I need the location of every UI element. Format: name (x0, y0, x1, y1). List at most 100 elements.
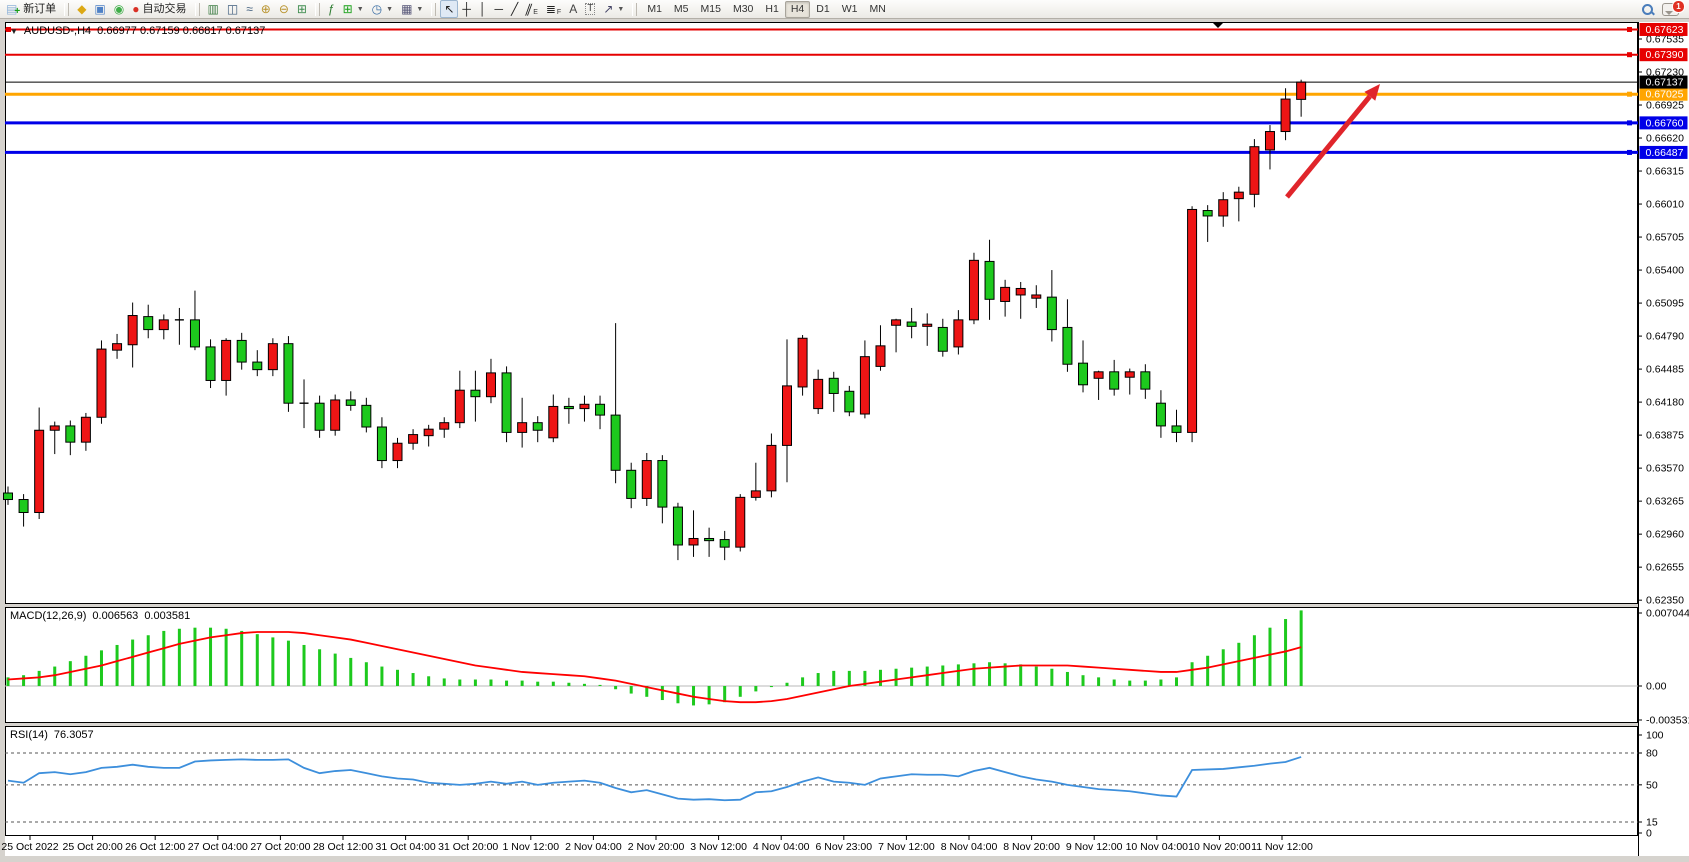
candle-body (1155, 402, 1166, 427)
search-icon[interactable] (1641, 3, 1655, 16)
text-icon[interactable]: A (565, 0, 581, 18)
date-tick-label: 4 Nov 04:00 (753, 841, 810, 853)
macd-histogram-bar (411, 673, 415, 686)
date-tick-label: 6 Nov 23:00 (815, 841, 872, 853)
timeframe-mn[interactable]: MN (869, 3, 886, 15)
line-handle[interactable] (1627, 26, 1632, 32)
macd-histogram-bar (1112, 679, 1116, 686)
macd-histogram-bar (53, 666, 57, 686)
arrows-tool-icon[interactable]: ↗ ▼ (599, 0, 628, 18)
line-handle[interactable] (1627, 52, 1632, 58)
candle-body (672, 506, 683, 546)
price-axis-background[interactable] (1638, 22, 1689, 856)
arrows-tool-icon: ↗ (603, 2, 614, 16)
indicators-icon[interactable]: ƒ (324, 0, 339, 18)
candle-body (1233, 191, 1244, 200)
rsi-tick-label: 80 (1646, 748, 1658, 760)
date-tick-label: 8 Nov 20:00 (1003, 841, 1060, 853)
line-handle[interactable] (6, 26, 11, 32)
macd-histogram-bar (1252, 635, 1256, 686)
timeframe-m1[interactable]: M1 (647, 3, 662, 15)
vertical-line-icon[interactable]: │ (475, 0, 491, 18)
timeframe-m15[interactable]: M15 (700, 3, 721, 15)
chart-shift-marker-icon[interactable] (1213, 23, 1223, 28)
timeframe-m30[interactable]: M30 (732, 3, 754, 15)
hosting-icon[interactable]: ▣ (90, 0, 109, 18)
line-handle[interactable] (1627, 91, 1632, 97)
timeframe-m5[interactable]: M5 (673, 3, 689, 15)
channel-icon[interactable]: ∥ E (522, 0, 542, 18)
timeframe-d1[interactable]: D1 (816, 3, 830, 15)
macd-histogram-bar (660, 686, 664, 701)
candle-body (501, 372, 512, 433)
candle-body (65, 425, 76, 443)
macd-histogram-bar (925, 666, 929, 686)
macd-histogram-bar (738, 686, 742, 697)
line-handle[interactable] (1627, 149, 1632, 155)
zoom-out-icon[interactable]: ⊖ (275, 0, 293, 18)
macd-histogram-bar (131, 639, 135, 686)
period-icon[interactable]: ◷ ▼ (368, 0, 397, 18)
label-icon[interactable]: T (581, 0, 599, 18)
price-tick-label: 0.63570 (1646, 463, 1684, 475)
bars-mode-icon[interactable]: ▥ (204, 0, 223, 18)
new-chart-icon[interactable]: ⊞ ▼ (339, 0, 368, 18)
macd-histogram-bar (956, 664, 960, 686)
candle-body (1031, 294, 1042, 299)
candles-mode-icon: ◫ (226, 2, 239, 16)
candle-body (1062, 326, 1073, 365)
macd-histogram-bar (177, 628, 181, 686)
fibonacci-icon[interactable]: ≣ F (542, 0, 565, 18)
macd-histogram-bar (489, 679, 493, 686)
trend-arrow-head[interactable] (1364, 84, 1380, 101)
timeframe-h1[interactable]: H1 (765, 3, 779, 15)
candle-body (158, 319, 169, 331)
candle-body (18, 499, 29, 514)
new-order-button[interactable]: ▤ + 新订单 (2, 0, 60, 18)
macd-histogram-bar (1143, 680, 1147, 686)
candle-body (1124, 371, 1135, 378)
macd-histogram-bar (988, 662, 992, 686)
rsi-header: RSI(14) 76.3057 (10, 729, 94, 741)
wallet-icon[interactable]: ◆ (73, 0, 90, 18)
rsi-panel[interactable] (5, 726, 1638, 836)
dropdown-caret-icon: ▼ (416, 5, 424, 13)
trend-arrow[interactable] (1285, 94, 1372, 199)
indicators-icon: ƒ (327, 2, 335, 16)
timeframe-h4[interactable]: H4 (784, 0, 811, 18)
symbol-dropdown-icon[interactable]: ▼ (10, 26, 18, 36)
macd-histogram-bar (22, 675, 26, 686)
timeframe-w1[interactable]: W1 (841, 3, 858, 15)
toolbar-grip (64, 2, 70, 16)
dropdown-caret-icon: ▼ (386, 5, 394, 13)
macd-histogram-bar (536, 681, 540, 686)
line-mode-icon: ≈ (246, 2, 253, 16)
signals-icon[interactable]: ◉ (110, 0, 128, 18)
zoom-in-icon[interactable]: ⊕ (257, 0, 275, 18)
tile-windows-icon[interactable]: ⊞ (293, 0, 311, 18)
candle-body (1280, 98, 1291, 133)
trendline-icon[interactable]: ╱ (507, 0, 522, 18)
candle-body (844, 390, 855, 413)
macd-histogram-bar (801, 677, 805, 686)
notifications-icon[interactable]: 1 (1662, 0, 1685, 16)
line-mode-icon[interactable]: ≈ (242, 0, 257, 18)
date-axis-background[interactable] (5, 836, 1689, 856)
crosshair-icon[interactable]: ┼ (458, 0, 475, 18)
cursor-icon[interactable]: ↖ (440, 0, 459, 18)
template-icon[interactable]: ▦ ▼ (397, 0, 427, 18)
candle-body (376, 426, 387, 462)
macd-panel[interactable] (5, 607, 1638, 723)
autotrading-button[interactable]: ● 自动交易 (128, 0, 190, 18)
horizontal-line-icon[interactable]: ─ (490, 0, 507, 18)
macd-histogram-bar (941, 665, 945, 686)
candles-mode-icon[interactable]: ◫ (223, 0, 242, 18)
line-handle[interactable] (1627, 120, 1632, 126)
macd-histogram-bar (427, 676, 431, 686)
main-chart-panel[interactable] (5, 22, 1638, 604)
candle-body (1187, 208, 1198, 433)
price-badge-label: 0.67390 (1646, 49, 1684, 61)
date-tick-label: 28 Oct 12:00 (313, 841, 373, 853)
macd-histogram-bar (1268, 627, 1272, 686)
